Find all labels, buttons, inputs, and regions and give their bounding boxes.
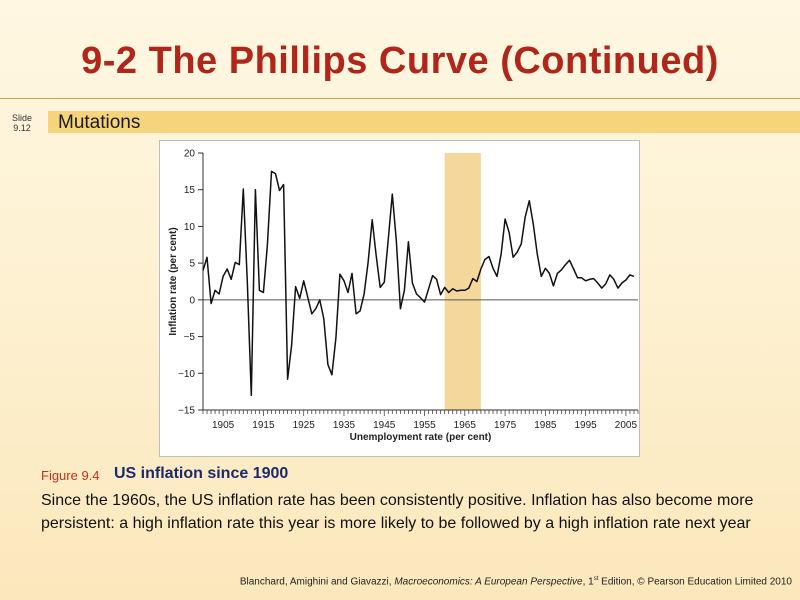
x-tick-label: 1915 xyxy=(252,420,275,431)
footer-edition-post: Edition, © Pearson Education Limited 201… xyxy=(598,576,792,588)
figure-caption: Since the 1960s, the US inflation rate h… xyxy=(41,492,754,532)
x-tick-label: 1975 xyxy=(494,420,517,431)
slide-number: 9.12 xyxy=(13,123,31,133)
y-tick-label: 0 xyxy=(189,295,195,306)
y-tick-label: −5 xyxy=(184,332,196,343)
footer-edition-sup: st xyxy=(593,576,599,582)
footer-authors: Blanchard, Amighini and Giavazzi, xyxy=(239,576,395,588)
y-axis-label: Inflation rate (per cent) xyxy=(168,227,179,335)
footer-edition-pre: , 1 xyxy=(582,576,594,588)
y-tick-label: 20 xyxy=(184,149,196,160)
x-tick-label: 1945 xyxy=(373,420,396,431)
figure-title: US inflation since 1900 xyxy=(114,465,289,482)
slide-number-tag: Slide 9.12 xyxy=(4,113,40,133)
x-tick-label: 1965 xyxy=(454,420,477,431)
x-tick-label: 1925 xyxy=(293,420,316,431)
y-tick-label: 15 xyxy=(184,185,196,196)
x-tick-label: 1935 xyxy=(333,420,356,431)
slide-subtitle: Mutations xyxy=(58,112,141,133)
footer-credit: Blanchard, Amighini and Giavazzi, Macroe… xyxy=(240,576,792,587)
series-line-us-inflation xyxy=(202,170,635,397)
x-tick-label: 1905 xyxy=(212,420,235,431)
shaded-period xyxy=(444,153,481,410)
figure-label: Figure 9.4 xyxy=(41,468,100,483)
x-tick-label: 1995 xyxy=(575,420,598,431)
footer-book-title: Macroeconomics: A European Perspective xyxy=(394,576,583,588)
slide-label: Slide xyxy=(11,113,32,123)
inflation-chart: −15 −10 −5 0 5 10 15 20 1905 1915 1925 1935 1945 1955… xyxy=(168,149,639,443)
x-axis-label: Unemployment rate (per cent) xyxy=(350,432,492,443)
x-tick-label: 1955 xyxy=(413,420,436,431)
y-tick-label: −15 xyxy=(178,406,195,417)
x-tick-label: 2005 xyxy=(615,420,638,431)
title-divider xyxy=(0,98,800,99)
y-tick-label: 10 xyxy=(184,222,196,233)
y-tick-label: 5 xyxy=(189,259,195,270)
y-tick-label: −10 xyxy=(178,369,195,380)
slide-title: 9-2 The Phillips Curve (Continued) xyxy=(81,40,719,82)
subtitle-bar xyxy=(48,111,800,133)
x-tick-label: 1985 xyxy=(534,420,557,431)
chart-frame: −15 −10 −5 0 5 10 15 20 1905 1915 1925 1935 1945 1955… xyxy=(159,140,640,457)
